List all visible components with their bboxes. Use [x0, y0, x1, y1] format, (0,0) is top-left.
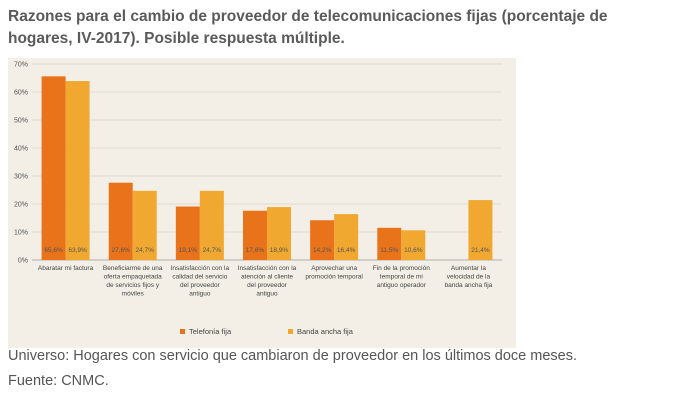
bar — [65, 81, 90, 260]
data-label: 14,2% — [313, 247, 332, 254]
bar — [41, 76, 66, 260]
x-category-label-line: del proveedor — [180, 282, 221, 289]
x-category-label-line: Abaratar mi factura — [38, 265, 94, 272]
bar — [310, 220, 335, 260]
bar — [175, 206, 200, 260]
bar-chart: 0% 10% 20% 30% 40% 50% 60% 70% 65,6% 63,9% Abarata… — [14, 62, 502, 298]
bar — [243, 210, 267, 260]
bar — [377, 227, 402, 260]
x-category-label-line: antiguo — [189, 291, 211, 298]
bar — [401, 230, 426, 260]
chart-area: 0% 10% 20% 30% 40% 50% 60% 70% 65,6% 63,9% Abarata… — [8, 58, 516, 348]
bar — [334, 214, 359, 260]
x-category-label-line: Fin de la promoción — [373, 265, 430, 272]
legend-item-banda-ancha: Banda ancha fija — [288, 327, 353, 336]
x-category-label-line: móviles — [122, 291, 145, 298]
data-label: 24,7% — [135, 247, 154, 254]
bar — [468, 200, 493, 260]
bar — [132, 190, 157, 260]
chart-legend: Telefonía fija Banda ancha fija — [108, 321, 438, 341]
data-label: 63,9% — [68, 247, 87, 254]
x-category-label: Beneficiarme de una oferta empaquetada de … — [103, 265, 163, 298]
x-category-label-line: Insatisfacción con la — [171, 265, 230, 272]
x-category-label-line: Insatisfacción con la — [238, 265, 297, 272]
y-tick-label: 0% — [18, 258, 28, 265]
x-category-label: Fin de la promoción temporal de mi antiguo… — [373, 265, 430, 289]
data-label: 21,4% — [471, 247, 490, 254]
x-category-label-line: calidad del servicio — [172, 274, 227, 281]
x-category-label-line: Beneficiarme de una — [103, 265, 163, 272]
y-tick-label: 20% — [14, 202, 28, 209]
x-category-label-line: promoción temporal — [305, 274, 363, 281]
legend-label-telefonia: Telefonía fija — [189, 327, 232, 336]
x-category-label: Insatisfacción con la calidad del servici… — [171, 265, 230, 298]
data-label: 10,6% — [404, 247, 423, 254]
data-label: 17,6% — [246, 247, 265, 254]
data-label: 19,1% — [179, 247, 198, 254]
y-tick-label: 70% — [14, 62, 28, 69]
universe-note: Universo: Hogares con servicio que cambi… — [8, 348, 578, 364]
x-category-label-line: del proveedor — [247, 282, 288, 289]
legend-item-telefonia: Telefonía fija — [180, 327, 231, 336]
bar — [199, 190, 224, 260]
data-label: 27,6% — [111, 247, 130, 254]
data-label: 24,7% — [203, 247, 222, 254]
y-tick-label: 40% — [14, 146, 28, 153]
x-category-label: Aprovechar una promoción temporal — [305, 265, 363, 281]
y-tick-label: 10% — [14, 230, 28, 237]
x-category-label: Insatisfacción con la atención al cliente… — [238, 265, 297, 298]
x-category-label-line: velocidad de la — [447, 274, 491, 281]
bar — [108, 182, 133, 260]
source-note: Fuente: CNMC. — [8, 373, 109, 389]
chart-title: Razones para el cambio de proveedor de t… — [8, 8, 608, 47]
x-category-label-line: oferta empaquetada — [104, 274, 163, 281]
x-category-label: Aumentar la velocidad de la banda ancha fi… — [445, 265, 493, 289]
x-category-label-line: Aprovechar una — [311, 265, 357, 272]
bar — [267, 207, 291, 260]
x-category-label-line: Aumentar la — [451, 265, 486, 272]
x-category-label-line: antiguo operador — [377, 282, 427, 289]
y-tick-label: 30% — [14, 174, 28, 181]
legend-swatch-telefonia — [180, 329, 185, 334]
x-category-label-line: atención al cliente — [241, 274, 293, 281]
data-label: 16,4% — [337, 247, 356, 254]
x-category-label: Abaratar mi factura — [38, 265, 94, 272]
x-category-label-line: banda ancha fija — [445, 282, 493, 289]
legend-swatch-banda-ancha — [288, 329, 293, 334]
data-label: 11,5% — [380, 247, 398, 254]
data-label: 65,6% — [44, 247, 63, 254]
x-category-label-line: antiguo — [256, 291, 278, 298]
y-tick-label: 50% — [14, 118, 28, 125]
x-category-label-line: temporal de mi — [380, 274, 423, 281]
y-tick-label: 60% — [14, 90, 28, 97]
data-label: 18,9% — [270, 247, 289, 254]
legend-label-banda-ancha: Banda ancha fija — [297, 327, 353, 336]
x-category-label-line: de servicios fijos y — [106, 282, 159, 289]
